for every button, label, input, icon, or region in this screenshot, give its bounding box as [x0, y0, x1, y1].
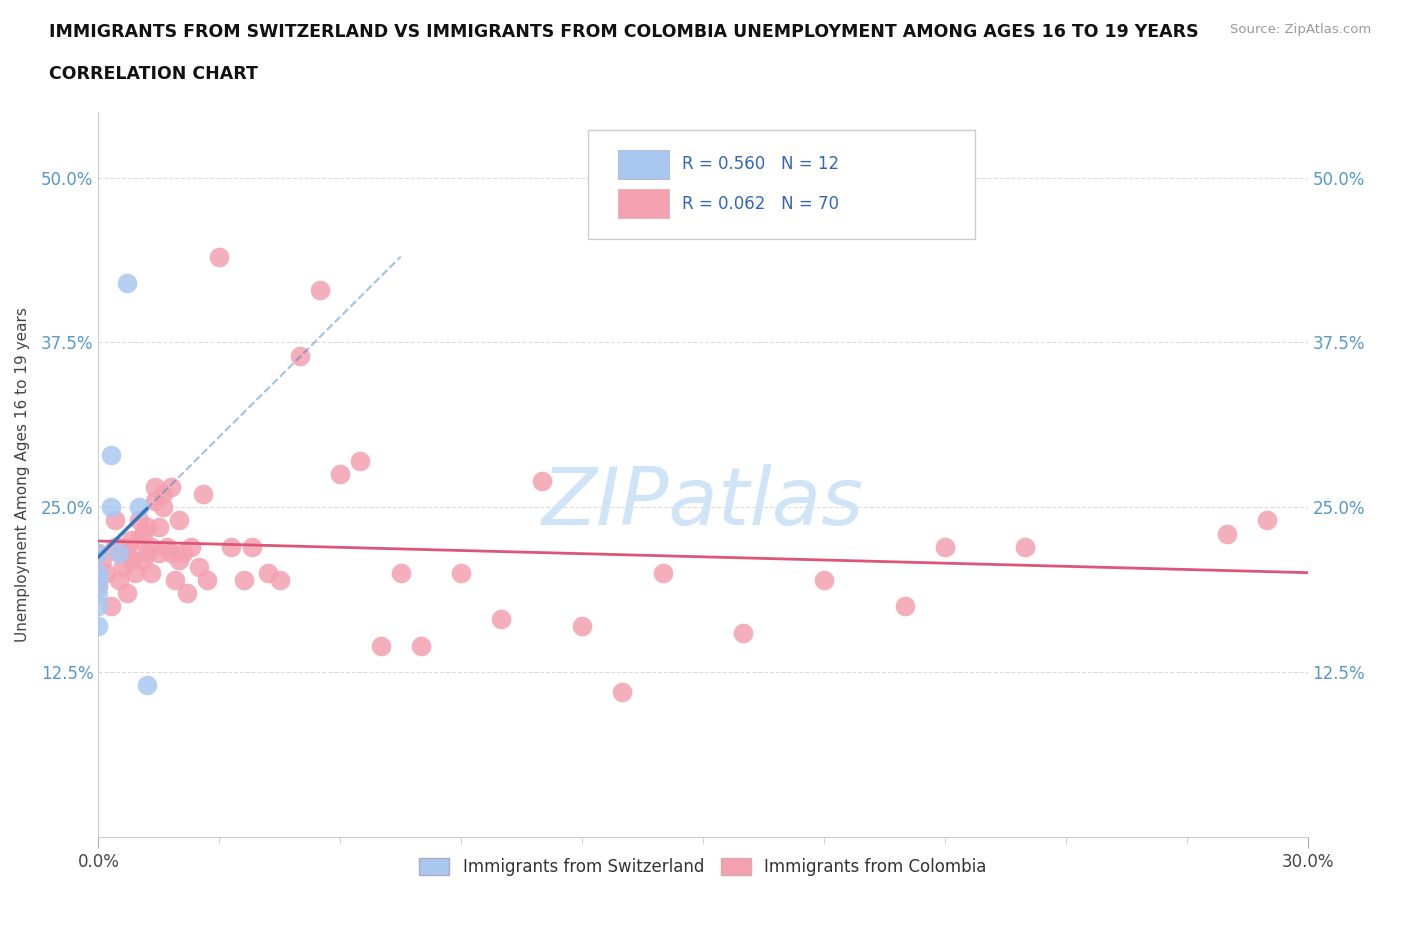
Text: CORRELATION CHART: CORRELATION CHART — [49, 65, 259, 83]
Point — [96, 565, 118, 580]
Point — [135, 678, 157, 693]
Point — [309, 282, 332, 297]
Point — [120, 533, 142, 548]
Point — [180, 539, 202, 554]
Point — [87, 586, 110, 601]
Point — [232, 572, 254, 587]
Point — [103, 539, 125, 554]
Point — [1216, 526, 1239, 541]
Point — [176, 586, 198, 601]
Point — [124, 565, 146, 580]
Point — [139, 539, 162, 554]
Point — [139, 565, 162, 580]
Point — [571, 618, 593, 633]
Point — [107, 546, 129, 561]
FancyBboxPatch shape — [588, 130, 976, 239]
Point — [115, 546, 138, 561]
Point — [163, 572, 186, 587]
Point — [167, 513, 190, 528]
Point — [135, 546, 157, 561]
Point — [143, 480, 166, 495]
Point — [1014, 539, 1036, 554]
Point — [160, 546, 183, 561]
Y-axis label: Unemployment Among Ages 16 to 19 years: Unemployment Among Ages 16 to 19 years — [15, 307, 30, 642]
Point — [87, 579, 110, 594]
Point — [128, 513, 150, 528]
Point — [107, 572, 129, 587]
Point — [103, 513, 125, 528]
Point — [148, 546, 170, 561]
Point — [120, 552, 142, 567]
Point — [87, 565, 110, 580]
Point — [135, 520, 157, 535]
Point — [240, 539, 263, 554]
Point — [193, 486, 215, 501]
Point — [87, 565, 110, 580]
Point — [115, 275, 138, 290]
Point — [87, 546, 110, 561]
Point — [132, 552, 155, 567]
Point — [128, 533, 150, 548]
Point — [813, 572, 835, 587]
Point — [148, 520, 170, 535]
Point — [143, 493, 166, 508]
Point — [128, 499, 150, 514]
Point — [651, 565, 673, 580]
Point — [195, 572, 218, 587]
Text: R = 0.560   N = 12: R = 0.560 N = 12 — [682, 154, 839, 173]
Point — [152, 499, 174, 514]
Point — [370, 638, 392, 653]
Point — [530, 473, 553, 488]
FancyBboxPatch shape — [619, 189, 669, 219]
Point — [269, 572, 291, 587]
Point — [100, 599, 122, 614]
Text: Source: ZipAtlas.com: Source: ZipAtlas.com — [1230, 23, 1371, 36]
Point — [87, 546, 110, 561]
Point — [450, 565, 472, 580]
Point — [288, 348, 311, 363]
Point — [167, 552, 190, 567]
Point — [188, 559, 211, 574]
Point — [160, 480, 183, 495]
Point — [389, 565, 412, 580]
Point — [733, 625, 755, 640]
Point — [172, 546, 194, 561]
Point — [256, 565, 278, 580]
Point — [612, 684, 634, 699]
Point — [132, 526, 155, 541]
Point — [100, 499, 122, 514]
Point — [156, 539, 179, 554]
FancyBboxPatch shape — [619, 150, 669, 179]
Legend: Immigrants from Switzerland, Immigrants from Colombia: Immigrants from Switzerland, Immigrants … — [413, 852, 993, 883]
Point — [221, 539, 243, 554]
Point — [115, 586, 138, 601]
Text: IMMIGRANTS FROM SWITZERLAND VS IMMIGRANTS FROM COLOMBIA UNEMPLOYMENT AMONG AGES : IMMIGRANTS FROM SWITZERLAND VS IMMIGRANT… — [49, 23, 1199, 41]
Point — [934, 539, 956, 554]
Text: R = 0.062   N = 70: R = 0.062 N = 70 — [682, 194, 839, 213]
Point — [111, 559, 134, 574]
Point — [87, 572, 110, 587]
Point — [107, 546, 129, 561]
Point — [491, 612, 513, 627]
Point — [100, 447, 122, 462]
Point — [87, 572, 110, 587]
Point — [349, 454, 371, 469]
Point — [329, 467, 352, 482]
Point — [893, 599, 915, 614]
Point — [208, 249, 231, 264]
Point — [1256, 513, 1278, 528]
Point — [87, 599, 110, 614]
Point — [409, 638, 432, 653]
Point — [152, 486, 174, 501]
Point — [111, 539, 134, 554]
Point — [87, 618, 110, 633]
Text: ZIPatlas: ZIPatlas — [541, 464, 865, 542]
Point — [91, 552, 114, 567]
